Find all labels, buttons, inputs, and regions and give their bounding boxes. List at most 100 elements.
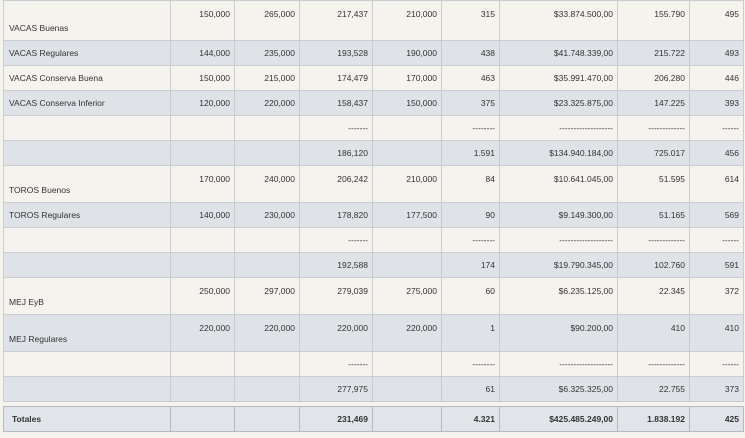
cell: 373: [689, 376, 744, 402]
row-label: [3, 376, 171, 402]
cell: -------------------: [499, 227, 618, 253]
cell: 240,000: [234, 165, 300, 203]
cell: 140,000: [170, 202, 235, 228]
totals-cell: 4.321: [441, 406, 500, 432]
cell: $41.748.339,00: [499, 40, 618, 66]
cell: $19.790.345,00: [499, 252, 618, 278]
cell: 150,000: [170, 0, 235, 41]
separator-row: ------- -------- ------------------- ---…: [3, 227, 744, 253]
cell: 275,000: [372, 277, 442, 315]
cell: ------: [689, 351, 744, 377]
table-row: VACAS Regulares 144,000 235,000 193,528 …: [3, 40, 744, 66]
spacer: [3, 401, 744, 407]
cell: 725.017: [617, 140, 690, 166]
cell: 174: [441, 252, 500, 278]
row-label: TOROS Buenos: [3, 165, 171, 203]
cell: [170, 115, 235, 141]
cell: 150,000: [170, 65, 235, 91]
cell: 215,000: [234, 65, 300, 91]
cell: 120,000: [170, 90, 235, 116]
cell: --------: [441, 351, 500, 377]
totals-cell: 1.838.192: [617, 406, 690, 432]
cell: 51.595: [617, 165, 690, 203]
cell: [170, 376, 235, 402]
row-label: MEJ Regulares: [3, 314, 171, 352]
cell: [372, 140, 442, 166]
cell: 147.225: [617, 90, 690, 116]
cell: $134.940.184,00: [499, 140, 618, 166]
cell: 375: [441, 90, 500, 116]
table-row: MEJ Regulares 220,000 220,000 220,000 22…: [3, 314, 744, 352]
cell: 277,975: [299, 376, 373, 402]
table-row: VACAS Buenas 150,000 265,000 217,437 210…: [3, 0, 744, 41]
cell: 192,588: [299, 252, 373, 278]
cell: 22.345: [617, 277, 690, 315]
cell: 372: [689, 277, 744, 315]
cell: $10.641.045,00: [499, 165, 618, 203]
cell: [234, 406, 300, 432]
cell: 297,000: [234, 277, 300, 315]
cell: 446: [689, 65, 744, 91]
table-row: TOROS Regulares 140,000 230,000 178,820 …: [3, 202, 744, 228]
cell: 495: [689, 0, 744, 41]
cell: [170, 227, 235, 253]
cell: -------------: [617, 351, 690, 377]
cell: 193,528: [299, 40, 373, 66]
cell: [234, 376, 300, 402]
cell: 174,479: [299, 65, 373, 91]
row-label: MEJ EyB: [3, 277, 171, 315]
cell: 393: [689, 90, 744, 116]
cell: [372, 376, 442, 402]
cell: -------------: [617, 115, 690, 141]
cell: 215.722: [617, 40, 690, 66]
cell: -------: [299, 351, 373, 377]
cell: [372, 115, 442, 141]
cell: 220,000: [170, 314, 235, 352]
subtotal-row: 277,975 61 $6.325.325,00 22.755 373: [3, 376, 744, 402]
cell: -------: [299, 227, 373, 253]
cell: 158,437: [299, 90, 373, 116]
cell: 235,000: [234, 40, 300, 66]
cell: [234, 351, 300, 377]
cell: -------: [299, 115, 373, 141]
cell: $6.325.325,00: [499, 376, 618, 402]
cell: 178,820: [299, 202, 373, 228]
cell: 210,000: [372, 165, 442, 203]
separator-row: ------- -------- ------------------- ---…: [3, 115, 744, 141]
cell: 210,000: [372, 0, 442, 41]
cell: 22.755: [617, 376, 690, 402]
cell: $9.149.300,00: [499, 202, 618, 228]
cell: 463: [441, 65, 500, 91]
cell: 220,000: [234, 314, 300, 352]
cell: $33.874.500,00: [499, 0, 618, 41]
cell: 438: [441, 40, 500, 66]
cell: 220,000: [234, 90, 300, 116]
cell: [170, 406, 235, 432]
row-label: [3, 140, 171, 166]
cell: ------: [689, 115, 744, 141]
cell: [372, 406, 442, 432]
table-row: TOROS Buenos 170,000 240,000 206,242 210…: [3, 165, 744, 203]
spacer-row: [3, 401, 744, 407]
cell: [372, 252, 442, 278]
cell: --------: [441, 115, 500, 141]
cell: [234, 252, 300, 278]
cell: [234, 115, 300, 141]
cell: [170, 252, 235, 278]
cell: 150,000: [372, 90, 442, 116]
cell: 190,000: [372, 40, 442, 66]
cell: 170,000: [170, 165, 235, 203]
row-label: VACAS Buenas: [3, 0, 171, 41]
cell: 51.165: [617, 202, 690, 228]
totals-cell: 425: [689, 406, 744, 432]
cell: $35.991.470,00: [499, 65, 618, 91]
row-label: TOROS Regulares: [3, 202, 171, 228]
cell: 206.280: [617, 65, 690, 91]
cell: -------------------: [499, 115, 618, 141]
row-label: VACAS Conserva Inferior: [3, 90, 171, 116]
table-row: MEJ EyB 250,000 297,000 279,039 275,000 …: [3, 277, 744, 315]
totals-cell: $425.485.249,00: [499, 406, 618, 432]
row-label: VACAS Regulares: [3, 40, 171, 66]
cell: 279,039: [299, 277, 373, 315]
cell: 230,000: [234, 202, 300, 228]
